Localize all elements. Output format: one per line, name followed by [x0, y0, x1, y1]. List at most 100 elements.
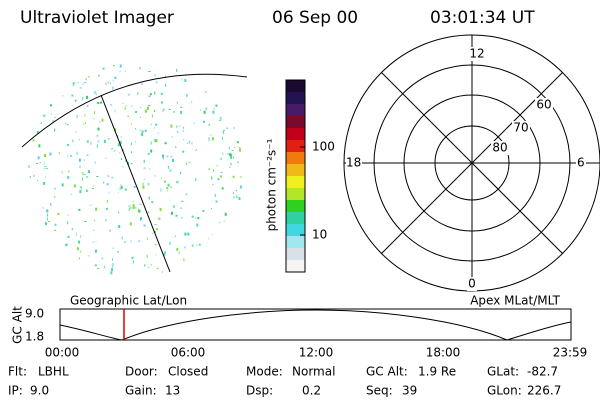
pixel [132, 200, 134, 202]
pixel [148, 196, 150, 200]
pixel [240, 176, 242, 178]
pixel [174, 235, 176, 237]
pixel [86, 154, 89, 156]
pixel [219, 116, 222, 120]
pixel [154, 224, 157, 225]
pixel [66, 143, 69, 146]
pixel [148, 71, 151, 72]
pixel [226, 127, 229, 129]
pixel [178, 251, 180, 254]
pixel [220, 157, 222, 160]
pixel [233, 156, 234, 159]
pixel [165, 83, 167, 87]
field-label: IP: [8, 384, 23, 398]
pixel [196, 244, 198, 246]
pixel [228, 146, 230, 150]
pixel [183, 139, 185, 141]
pixel [200, 109, 201, 111]
pixel [97, 102, 100, 104]
pixel [191, 244, 194, 248]
pixel [42, 207, 45, 209]
pixel [129, 207, 132, 209]
colorbar-tick-label: 10 [312, 228, 327, 242]
pixel [208, 123, 210, 126]
pixel [44, 154, 46, 157]
pixel [191, 215, 194, 217]
pixel [111, 86, 114, 90]
pixel [153, 109, 155, 112]
pixel [211, 207, 212, 209]
pixel [76, 151, 78, 155]
pixel [95, 241, 97, 242]
pixel [65, 244, 67, 247]
pixel [43, 181, 46, 185]
mlt-label: 18 [346, 156, 361, 170]
pixel [73, 184, 76, 188]
pixel [92, 241, 94, 244]
pixel [84, 159, 86, 161]
pixel [205, 107, 208, 111]
pixel [188, 161, 191, 163]
pixel [119, 70, 121, 73]
pixel [222, 130, 224, 134]
field-label: GLon: [487, 384, 522, 398]
pixel [230, 156, 233, 159]
pixel [164, 142, 167, 145]
pixel [163, 108, 166, 110]
pixel [67, 235, 70, 238]
colorbar-swatch [286, 116, 305, 129]
pixel [151, 201, 154, 204]
pixel [179, 125, 181, 127]
pixel [75, 131, 77, 133]
time-label: 12:00 [299, 346, 334, 360]
pixel [147, 106, 149, 110]
y-label: 1.8 [25, 330, 44, 344]
pixel [62, 95, 64, 97]
colorbar-swatch [286, 164, 305, 177]
pixel [140, 83, 143, 86]
timeline-left-label: Geographic Lat/Lon [70, 294, 187, 308]
pixel [134, 140, 136, 143]
pixel [171, 136, 173, 138]
pixel [182, 150, 185, 153]
pixel [89, 204, 92, 206]
field-value: 226.7 [527, 384, 561, 398]
pixel [121, 236, 123, 240]
pixel [65, 243, 68, 245]
field-label: GC Alt: [366, 365, 408, 379]
colorbar [286, 80, 305, 273]
pixel [135, 128, 136, 130]
pixel [67, 175, 70, 179]
colorbar-frame [285, 79, 306, 273]
pixel [110, 82, 111, 84]
pixel [111, 268, 113, 272]
pixel [135, 111, 138, 113]
colorbar-swatch [286, 128, 305, 141]
field-label: Door: [125, 365, 158, 379]
pixel [101, 257, 104, 260]
pixel [147, 152, 150, 155]
pixel [236, 196, 238, 199]
pixel [113, 65, 115, 67]
pixel [207, 137, 210, 139]
pixel [173, 110, 175, 113]
pixel [219, 119, 222, 121]
pixel [109, 229, 111, 232]
pixel [150, 149, 153, 153]
pixel [162, 157, 164, 159]
pixel [95, 249, 97, 253]
pixel [88, 255, 91, 257]
pixel [44, 161, 46, 165]
pixel [187, 232, 190, 236]
pixel [191, 215, 194, 218]
pixel [120, 185, 123, 189]
pixel [94, 161, 96, 164]
pixel [149, 168, 151, 170]
pixel [186, 162, 187, 165]
field-label: GLat: [487, 365, 519, 379]
pixel [100, 101, 102, 104]
pixel [233, 127, 235, 130]
pixel [78, 257, 80, 260]
field-value: Normal [292, 365, 335, 379]
pixel [165, 75, 166, 79]
